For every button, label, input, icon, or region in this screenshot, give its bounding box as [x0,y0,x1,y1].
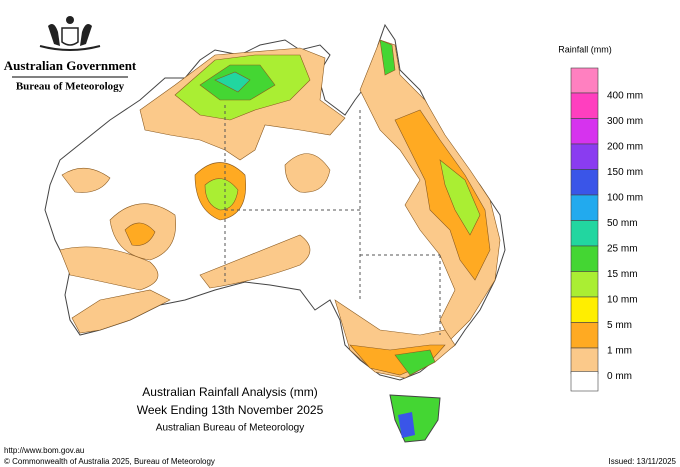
legend-box [570,118,599,145]
legend-box [570,220,599,247]
government: Australian Government [4,58,137,73]
legend-title: Rainfall (mm) [558,44,612,54]
legend-label: 150 mm [607,167,643,178]
legend-label: 100 mm [607,193,643,204]
legend-label: 5 mm [607,320,632,331]
legend-label: 0 mm [607,371,632,382]
legend-box [570,92,599,119]
legend-box [570,322,599,349]
legend-box [570,143,599,170]
legend-label: 400 mm [607,91,643,102]
legend-label: 25 mm [607,244,638,255]
legend-box [570,169,599,196]
map [44,23,506,443]
legend-box [570,245,599,272]
legend-label: 15 mm [607,269,638,280]
map-title: Australian Rainfall Analysis (mm) [142,385,317,399]
map-subtitle: Week Ending 13th November 2025 [137,403,324,417]
state-borders [224,105,441,335]
map-source: Australian Bureau of Meteorology [156,423,304,434]
footer-copyright: © Commonwealth of Australia 2025, Bureau… [4,457,215,466]
legend: 400 mm 300 mm 200 mm 150 mm 100 mm 50 mm 25 mm… [570,91,643,392]
footer-issued: Issued: 13/11/2025 [609,457,677,466]
legend-box [570,347,599,374]
crest [39,16,101,51]
legend-box [570,271,599,298]
legend-label: 1 mm [607,346,632,357]
legend-label: 300 mm [607,116,643,127]
legend-box [570,371,599,392]
legend-top-box [570,67,599,94]
legend-label: 50 mm [607,218,638,229]
legend-label: 10 mm [607,295,638,306]
footer-url: http://www.bom.gov.au [4,446,84,455]
tasmania-heavy [398,412,415,438]
legend-box [570,194,599,221]
rain-areas [59,39,501,379]
legend-label: 200 mm [607,142,643,153]
agency: Bureau of Meteorology [16,81,125,93]
legend-box [570,296,599,323]
